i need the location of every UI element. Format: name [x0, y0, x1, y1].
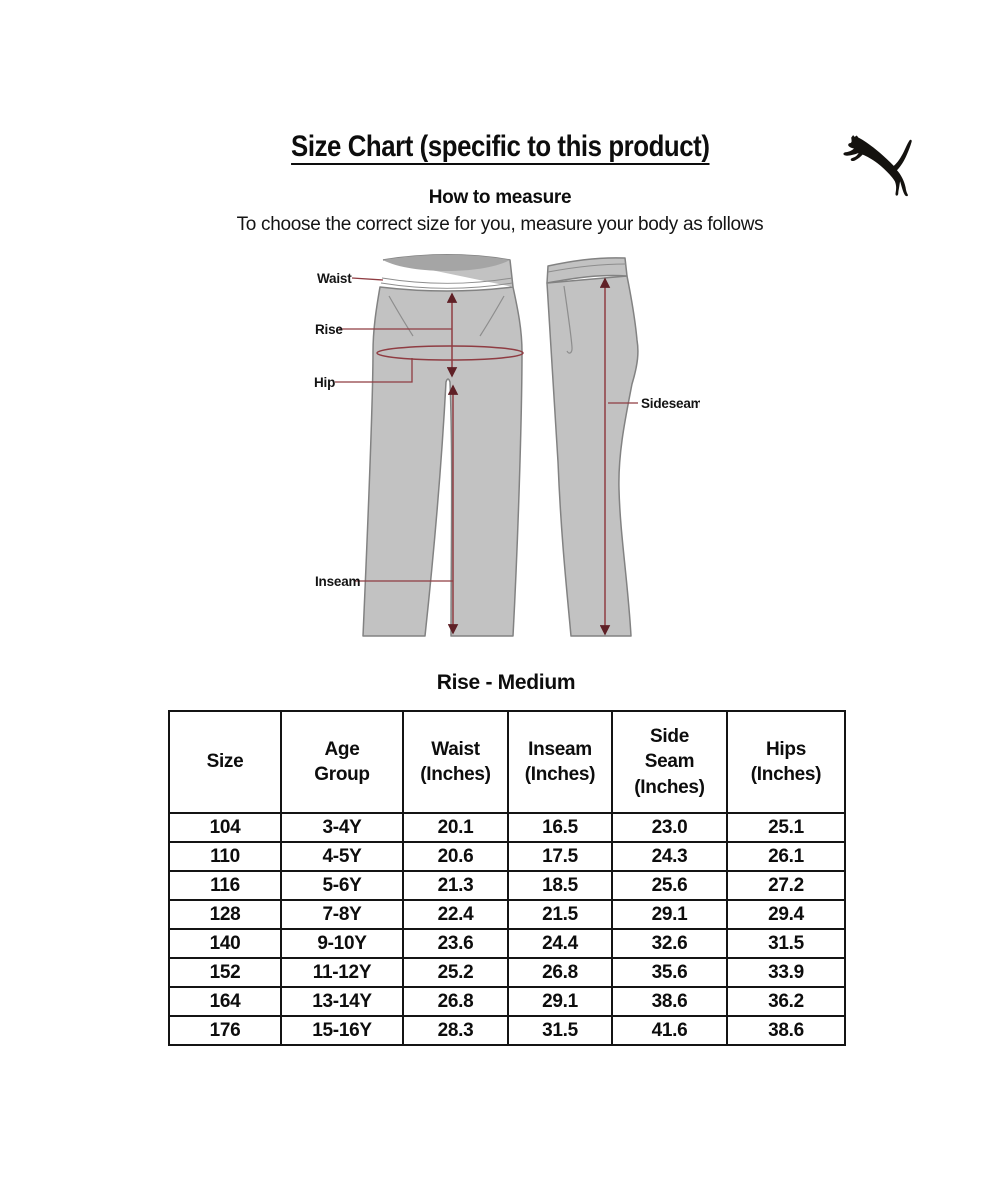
table-cell: 16.5: [507, 812, 613, 843]
table-cell: 176: [168, 1015, 282, 1046]
table-row: 164 13-14Y 26.8 29.1 38.6 36.2: [168, 986, 846, 1017]
pants-side-illustration: [546, 257, 639, 637]
table-cell: 25.1: [726, 812, 846, 843]
table-cell: 140: [168, 928, 282, 959]
table-cell: 31.5: [507, 1015, 613, 1046]
hip-measure-ellipse: [376, 345, 524, 361]
size-table: Size Age Group Waist (Inches) Inseam (Inche…: [168, 710, 846, 1046]
column-header-label: Hips (Inches): [750, 738, 822, 785]
table-cell: 36.2: [726, 986, 846, 1017]
table-row: 104 3-4Y 20.1 16.5 23.0 25.1: [168, 812, 846, 843]
table-cell: 18.5: [507, 870, 613, 901]
pants-measurement-diagram: Waist Rise Hip Inseam Sideseam: [314, 254, 700, 637]
table-cell: 25.6: [611, 870, 728, 901]
table-cell: 9-10Y: [280, 928, 404, 959]
how-to-measure-subtitle: To choose the correct size for you, meas…: [236, 214, 764, 235]
table-cell: 104: [168, 812, 282, 843]
table-section-title: Rise - Medium: [436, 671, 576, 694]
table-cell: 29.1: [507, 986, 613, 1017]
sideseam-label: Sideseam: [641, 396, 700, 411]
table-cell: 15-16Y: [280, 1015, 404, 1046]
table-cell: 4-5Y: [280, 841, 404, 872]
table-cell: 35.6: [611, 957, 728, 988]
table-cell: 23.0: [611, 812, 728, 843]
column-header: Side Seam (Inches): [611, 710, 728, 814]
table-cell: 26.8: [507, 957, 613, 988]
rise-label: Rise: [315, 322, 343, 337]
table-cell: 3-4Y: [280, 812, 404, 843]
table-row: 116 5-6Y 21.3 18.5 25.6 27.2: [168, 870, 846, 901]
table-cell: 128: [168, 899, 282, 930]
table-row: 140 9-10Y 23.6 24.4 32.6 31.5: [168, 928, 846, 959]
table-cell: 32.6: [611, 928, 728, 959]
table-cell: 25.2: [402, 957, 509, 988]
table-cell: 38.6: [726, 1015, 846, 1046]
table-row: 128 7-8Y 22.4 21.5 29.1 29.4: [168, 899, 846, 930]
table-cell: 21.3: [402, 870, 509, 901]
table-cell: 110: [168, 841, 282, 872]
table-cell: 29.1: [611, 899, 728, 930]
column-header: Age Group: [280, 710, 404, 814]
table-cell: 31.5: [726, 928, 846, 959]
table-cell: 11-12Y: [280, 957, 404, 988]
table-cell: 23.6: [402, 928, 509, 959]
waist-label: Waist: [317, 271, 352, 286]
table-cell: 7-8Y: [280, 899, 404, 930]
inseam-label: Inseam: [315, 574, 361, 589]
page-title: Size Chart (specific to this product): [290, 130, 710, 163]
table-cell: 152: [168, 957, 282, 988]
waist-label-line: [351, 277, 384, 281]
page-header: Size Chart (specific to this product): [0, 130, 1000, 164]
table-cell: 38.6: [611, 986, 728, 1017]
table-cell: 24.4: [507, 928, 613, 959]
table-cell: 21.5: [507, 899, 613, 930]
how-to-measure-heading: How to measure: [428, 187, 572, 208]
pants-front-illustration: [362, 254, 523, 637]
table-cell: 24.3: [611, 841, 728, 872]
column-header: Size: [168, 710, 282, 814]
table-cell: 26.8: [402, 986, 509, 1017]
table-cell: 28.3: [402, 1015, 509, 1046]
table-cell: 29.4: [726, 899, 846, 930]
table-cell: 5-6Y: [280, 870, 404, 901]
column-header-label: Waist (Inches): [420, 738, 491, 785]
side-pocket-seam: [563, 285, 573, 354]
table-cell: 22.4: [402, 899, 509, 930]
table-cell: 13-14Y: [280, 986, 404, 1017]
table-cell: 17.5: [507, 841, 613, 872]
column-header-label: Side Seam (Inches): [634, 726, 705, 798]
table-row: 152 11-12Y 25.2 26.8 35.6 33.9: [168, 957, 846, 988]
hip-label-line: [335, 358, 413, 383]
table-cell: 164: [168, 986, 282, 1017]
column-header: Hips (Inches): [726, 710, 846, 814]
column-header-label: Size: [206, 751, 244, 773]
column-header: Waist (Inches): [402, 710, 509, 814]
column-header-label: Age Group: [314, 738, 370, 785]
front-pocket-right: [479, 295, 505, 337]
table-cell: 20.6: [402, 841, 509, 872]
table-cell: 41.6: [611, 1015, 728, 1046]
puma-logo-icon: [843, 135, 912, 197]
table-row: 176 15-16Y 28.3 31.5 41.6 38.6: [168, 1015, 846, 1046]
table-cell: 26.1: [726, 841, 846, 872]
column-header-label: Inseam (Inches): [524, 738, 596, 785]
table-cell: 33.9: [726, 957, 846, 988]
table-header-row: Size Age Group Waist (Inches) Inseam (Inche…: [168, 710, 846, 814]
hip-label: Hip: [314, 375, 335, 390]
table-row: 110 4-5Y 20.6 17.5 24.3 26.1: [168, 841, 846, 872]
column-header: Inseam (Inches): [507, 710, 613, 814]
table-cell: 116: [168, 870, 282, 901]
table-cell: 27.2: [726, 870, 846, 901]
front-pocket-left: [388, 295, 414, 337]
table-cell: 20.1: [402, 812, 509, 843]
